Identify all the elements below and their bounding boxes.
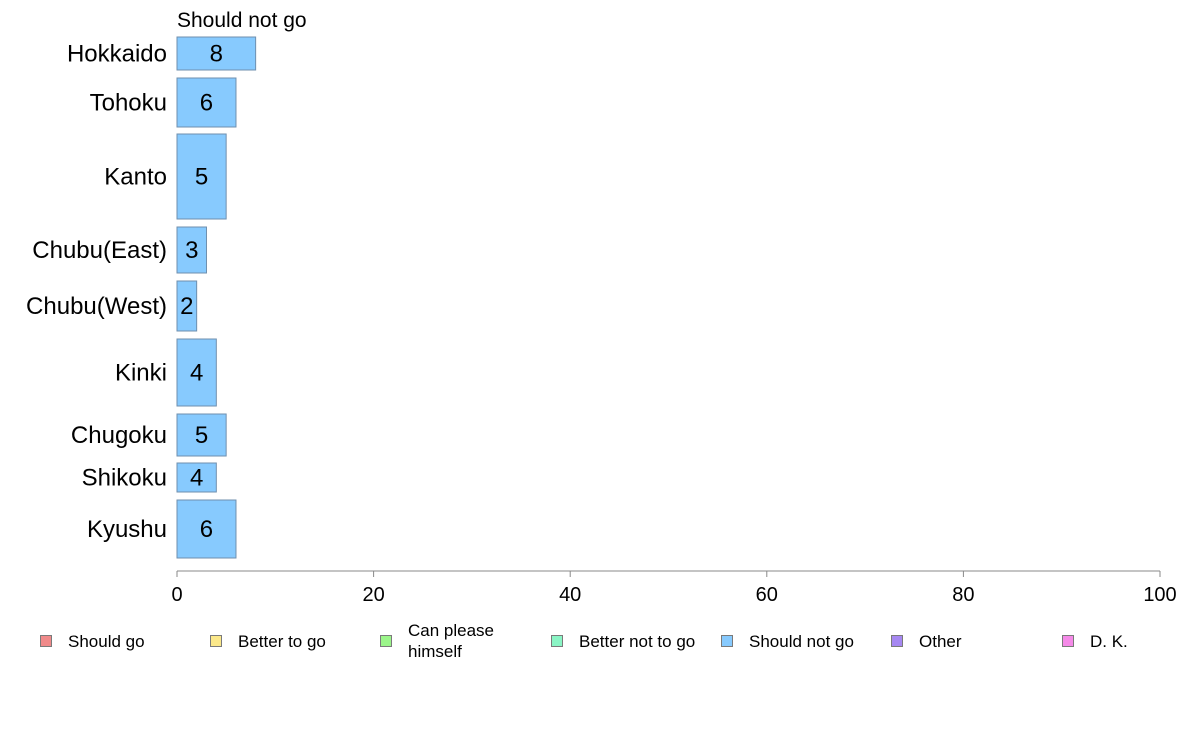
legend-swatch: [210, 635, 222, 647]
y-tick-label: Chugoku: [71, 422, 167, 449]
legend-item: Better to go: [210, 618, 326, 664]
bar: [176, 280, 198, 332]
bar: [176, 413, 227, 457]
y-tick-label: Hokkaido: [67, 41, 167, 68]
bar-data-label: 5: [195, 422, 208, 449]
panel-label: Should not go: [177, 9, 307, 32]
legend-swatch: [1062, 635, 1074, 647]
y-tick-label: Kyushu: [87, 516, 167, 543]
bar: [176, 338, 217, 407]
legend-swatch: [380, 635, 392, 647]
y-tick-label: Shikoku: [82, 465, 167, 492]
legend-swatch: [551, 635, 563, 647]
bar-data-label: 6: [200, 516, 213, 543]
legend-label: Should go: [68, 631, 145, 651]
bar: [176, 226, 207, 274]
legend-item: Other: [891, 618, 962, 664]
x-tick-label: 20: [362, 584, 384, 606]
x-axis: 0 20 40 60 80 100: [171, 570, 1177, 606]
bar: [176, 133, 227, 220]
x-tick-label: 80: [952, 584, 974, 606]
legend-label: Other: [919, 631, 962, 651]
bar: [176, 77, 237, 128]
x-tick-label: 0: [171, 584, 182, 606]
legend-swatch: [721, 635, 733, 647]
bar-data-label: 4: [190, 360, 203, 387]
y-tick-label: Kanto: [104, 164, 167, 191]
y-tick-label: Tohoku: [90, 90, 167, 117]
y-tick-label: Chubu(West): [26, 293, 167, 320]
bar-data-label: 6: [200, 90, 213, 117]
legend-swatch: [891, 635, 903, 647]
x-tick-label: 100: [1143, 584, 1176, 606]
legend-label: Better not to go: [579, 631, 696, 651]
x-tick-label: 40: [559, 584, 581, 606]
category-labels: Hokkaido Tohoku Kanto Chubu(East) Chubu(West…: [26, 41, 167, 544]
legend-label: Should not go: [749, 631, 854, 651]
y-tick-label: Chubu(East): [32, 237, 167, 264]
bar-data-label: 8: [210, 41, 223, 68]
bar-data-label: 2: [180, 293, 193, 320]
x-tick-label: 60: [756, 584, 778, 606]
legend-label: Can please himself: [408, 621, 495, 661]
legend-item: Better not to go: [551, 618, 695, 664]
bar-data-label: 3: [185, 237, 198, 264]
y-tick-label: Kinki: [115, 360, 167, 387]
bar: [176, 36, 257, 71]
legend: Should go Better to go Can please himsel…: [0, 618, 1188, 668]
bar-data-label: 4: [190, 465, 203, 492]
bar: [176, 462, 217, 493]
legend-item: Can please himself: [380, 618, 518, 664]
legend-item: Should go: [40, 618, 145, 664]
bar: [176, 499, 237, 559]
legend-label: Better to go: [238, 631, 326, 651]
legend-swatch: [40, 635, 52, 647]
legend-label: D. K.: [1090, 631, 1128, 651]
bars-group: 8 6 5 3 2 4 5 4 6: [176, 36, 257, 559]
legend-item: Should not go: [721, 618, 854, 664]
bar-data-label: 5: [195, 164, 208, 191]
legend-item: D. K.: [1062, 618, 1128, 664]
